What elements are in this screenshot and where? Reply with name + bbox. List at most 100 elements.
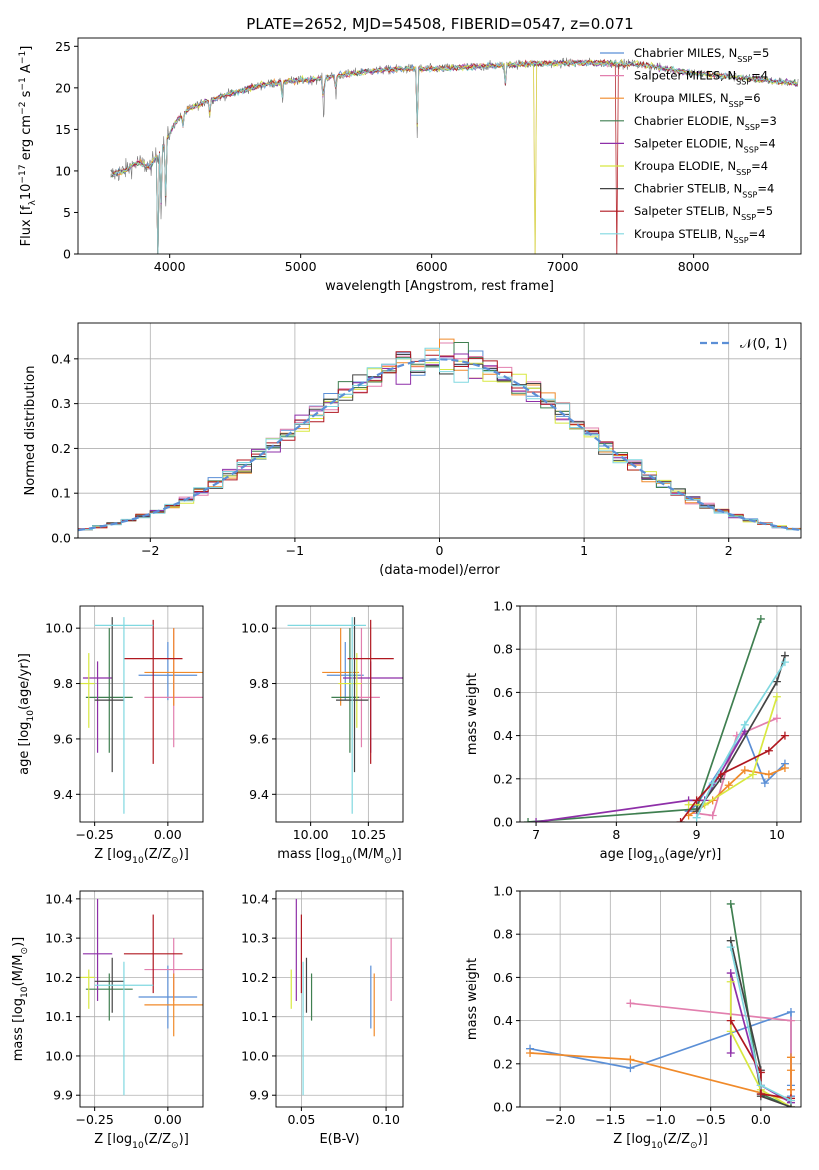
y-tick-label: 0.1 xyxy=(51,486,71,501)
x-axis-label: Z [log10(Z/Z⊙)] xyxy=(94,1132,189,1151)
weight-marker-kroupa_stelib xyxy=(708,779,717,788)
y-tick-label: 20 xyxy=(55,80,71,95)
y-tick-label: 9.9 xyxy=(249,1088,269,1103)
y-axis-label: Flux [fλ10−17 erg cm−2 s−1 A−1] xyxy=(18,46,38,247)
x-tick-label: −0.25 xyxy=(75,827,113,842)
model-line-salpeter_miles xyxy=(110,58,614,254)
weight-marker-kroupa_miles xyxy=(526,1049,535,1057)
y-tick-label: 0.4 xyxy=(493,1013,513,1028)
x-tick-label: 0.0 xyxy=(751,1112,771,1127)
weight-marker-salpeter_miles xyxy=(708,811,717,820)
plot-area-mass_vs_ebv xyxy=(290,898,392,1096)
legend-label: Chabrier STELIB, NSSP=4 xyxy=(634,182,774,200)
weight-marker-salpeter_stelib xyxy=(764,746,773,755)
weight-line-chabrier_miles xyxy=(688,729,786,812)
weight-marker-kroupa_elodie xyxy=(726,977,735,986)
x-tick-label: −1.0 xyxy=(645,1112,675,1127)
y-tick-label: 0.0 xyxy=(493,1100,513,1115)
x-tick-label: −1 xyxy=(286,543,304,558)
x-axis-label: wavelength [Angstrom, rest frame] xyxy=(325,279,554,294)
panel-weight_vs_age: 7 8 9 10 0.0 0.2 0.4 0.6 0.8 1.0 age [log10(age/yr… xyxy=(465,599,802,866)
weight-marker-kroupa_miles xyxy=(786,1053,795,1062)
y-tick-label: 0.2 xyxy=(493,771,513,786)
y-tick-label: 0.0 xyxy=(493,815,513,830)
y-tick-label: 10.1 xyxy=(241,1009,269,1024)
axes-frame xyxy=(519,890,802,1108)
weight-marker-kroupa_elodie xyxy=(726,1027,735,1036)
y-tick-label: 10.0 xyxy=(45,621,73,636)
x-tick-label: 8000 xyxy=(678,259,710,274)
x-tick-label: 1 xyxy=(580,543,588,558)
panel-age_vs_mass: 10.00 10.25 9.4 9.6 9.8 10.0 mass [log10(M/M⊙)… xyxy=(241,605,404,866)
y-tick-label: 0.4 xyxy=(493,728,513,743)
y-tick-label: 9.4 xyxy=(249,787,269,802)
weight-marker-salpeter_stelib xyxy=(756,1090,765,1099)
plots: 4000 5000 6000 7000 80000510152025wavelength… xyxy=(11,37,802,1151)
weight-line-salpeter_miles xyxy=(696,717,778,817)
plot-area-residuals xyxy=(78,338,801,532)
weight-marker-salpeter_elodie xyxy=(532,818,541,822)
model-line-chabrier_miles xyxy=(110,59,614,254)
y-tick-label: 10.2 xyxy=(45,970,73,985)
legend-label: Salpeter MILES, NSSP=4 xyxy=(634,69,768,87)
axes-frame xyxy=(79,890,204,1108)
plot-area-age_vs_Z xyxy=(80,617,203,814)
axes-frame xyxy=(77,37,802,255)
weight-marker-chabrier_stelib xyxy=(772,677,781,686)
y-axis-label: age [log10(age/yr)] xyxy=(17,653,36,775)
weight-marker-salpeter_elodie xyxy=(726,969,735,978)
y-tick-label: 9.4 xyxy=(53,787,73,802)
panel-weight_vs_Z: −2.0 −1.5 −1.0 −0.5 0.0 0.0 0.2 0.4 0.6 0.8 1.0 Z [… xyxy=(465,884,802,1151)
x-axis-label: E(B-V) xyxy=(319,1132,359,1147)
x-tick-label: 10 xyxy=(769,827,785,842)
weight-marker-kroupa_miles xyxy=(724,781,733,790)
y-tick-label: 0.2 xyxy=(493,1056,513,1071)
x-tick-label: 2 xyxy=(725,543,733,558)
y-tick-label: 0.8 xyxy=(493,642,513,657)
x-tick-label: 0.10 xyxy=(372,1112,400,1127)
x-tick-label: 10.00 xyxy=(293,827,329,842)
weight-marker-chabrier_miles xyxy=(626,1064,635,1073)
x-tick-label: 7 xyxy=(532,827,540,842)
weight-marker-kroupa_miles xyxy=(626,1055,635,1064)
y-tick-label: 10 xyxy=(55,163,71,178)
x-tick-label: 0.00 xyxy=(154,1112,182,1127)
x-axis-label: Z [log10(Z/Z⊙)] xyxy=(94,847,189,866)
y-tick-label: 0.6 xyxy=(493,970,513,985)
y-tick-label: 9.6 xyxy=(249,731,269,746)
weight-marker-salpeter_miles xyxy=(626,999,635,1008)
legend-label: Chabrier ELODIE, NSSP=3 xyxy=(634,114,777,132)
weight-marker-kroupa_stelib xyxy=(786,1096,795,1105)
weight-line-kroupa_elodie xyxy=(688,696,778,806)
x-axis-label: Z [log10(Z/Z⊙)] xyxy=(613,1132,708,1151)
x-axis-label: mass [log10(M/M⊙)] xyxy=(277,847,401,866)
model-line-kroupa_miles xyxy=(110,59,614,254)
weight-marker-kroupa_elodie xyxy=(772,692,781,701)
legend-label: Kroupa STELIB, NSSP=4 xyxy=(634,227,766,245)
legend-label: Salpeter STELIB, NSSP=5 xyxy=(634,204,773,222)
weight-marker-kroupa_stelib xyxy=(692,813,701,822)
weight-marker-salpeter_miles xyxy=(772,714,781,723)
weight-marker-chabrier_miles xyxy=(760,779,769,788)
y-tick-label: 0.2 xyxy=(51,441,71,456)
weight-marker-salpeter_miles xyxy=(786,1016,795,1025)
x-tick-label: −2 xyxy=(141,543,159,558)
y-tick-label: 10.2 xyxy=(241,970,269,985)
axes-frame xyxy=(275,605,404,823)
legend-label: Salpeter ELODIE, NSSP=4 xyxy=(634,136,776,154)
x-axis-label: age [log10(age/yr)] xyxy=(600,847,722,866)
axes-frame xyxy=(79,605,204,823)
y-tick-label: 0.3 xyxy=(51,396,71,411)
weight-line-kroupa_stelib xyxy=(695,661,786,819)
y-axis-label: Normed distribution xyxy=(23,366,38,496)
y-tick-label: 0.6 xyxy=(493,685,513,700)
y-tick-label: 10.0 xyxy=(241,1048,269,1063)
x-axis-label: (data-model)/error xyxy=(379,563,500,578)
weight-marker-salpeter_stelib xyxy=(676,818,685,822)
y-tick-label: 0 xyxy=(63,247,71,262)
y-axis-label: mass weight xyxy=(465,958,480,1040)
y-axis-label: mass [log10(M/M⊙)] xyxy=(11,937,30,1061)
y-tick-label: 10.0 xyxy=(241,621,269,636)
panel-mass_vs_Z: −0.25 0.00 9.9 10.0 10.1 10.2 10.3 10.4 Z [log10… xyxy=(11,890,204,1151)
